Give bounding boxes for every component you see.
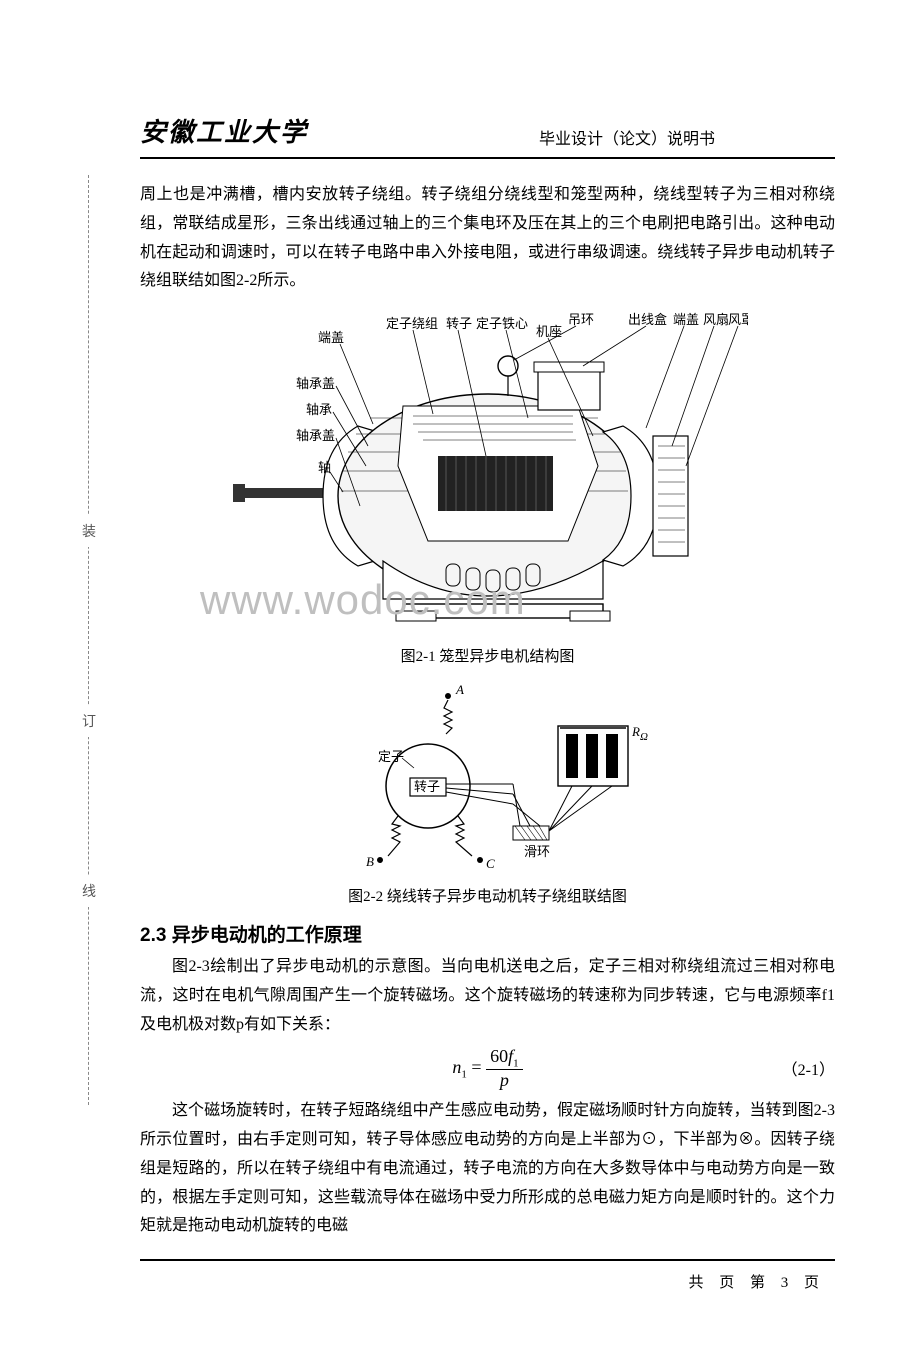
header-rule — [140, 157, 835, 159]
footer-num: 3 — [781, 1275, 795, 1291]
label-terminal-c: C — [486, 856, 495, 871]
label-huahuan: 滑环 — [524, 844, 550, 859]
footer-gong: 共 — [688, 1275, 709, 1291]
binding-ding: 订 — [82, 705, 96, 737]
label-zhou: 轴 — [318, 460, 331, 475]
label-zhuanzi: 转子 — [446, 316, 472, 331]
eq-p: p — [486, 1070, 523, 1091]
binding-xian: 线 — [82, 875, 96, 907]
university-name: 安徽工业大学 — [140, 112, 308, 149]
paragraph-1: 周上也是冲满槽，槽内安放转子绕组。转子绕组分绕线型和笼型两种，绕线型转子为三相对… — [140, 181, 835, 296]
eq-lhs-sub: 1 — [461, 1068, 467, 1080]
label-zhoucheng: 轴承 — [306, 402, 332, 417]
label-R-sub: Ω — [639, 731, 647, 743]
motor-cutaway-svg: 端盖 轴承盖 轴承 轴承盖 轴 定子绕组 转子 定子铁心 机座 吊环 出线盒 端… — [228, 306, 748, 636]
paragraph-2: 图2-3绘制出了异步电动机的示意图。当向电机送电之后，定子三相对称绕组流过三相对… — [140, 953, 835, 1039]
label-jizuo: 机座 — [536, 324, 562, 339]
label-zhuanzi-2: 转子 — [414, 779, 440, 794]
label-dingzi-2: 定子 — [378, 749, 404, 764]
footer-ye2: 页 — [804, 1275, 825, 1291]
svg-text:RΩ: RΩ — [631, 724, 648, 743]
wiring-diagram-svg: A 定子 转子 B C — [328, 676, 648, 876]
label-chuxianhe: 出线盒 — [628, 312, 667, 327]
footer-ye1: 页 — [719, 1275, 740, 1291]
paragraph-3: 这个磁场旋转时，在转子短路绕组中产生感应电动势，假定磁场顺时针方向旋转，当转到图… — [140, 1097, 835, 1241]
page-footer: 共 页 第 3 页 — [140, 1261, 835, 1292]
label-diaohuan: 吊环 — [568, 312, 594, 327]
label-dingzi-raozu: 定子绕组 — [386, 316, 438, 331]
page-header: 安徽工业大学 毕业设计（论文）说明书 — [140, 112, 835, 149]
label-dingzi-tiexin: 定子铁心 — [476, 316, 528, 331]
equation-number: （2-1） — [782, 1056, 835, 1080]
binding-zhuang: 装 — [82, 515, 96, 547]
equation-2-1: n1 = 60f1 p （2-1） — [140, 1046, 835, 1092]
figure-2-2: A 定子 转子 B C — [140, 676, 835, 906]
figure-2-1-caption: 图2-1 笼型异步电机结构图 — [140, 645, 835, 666]
binding-margin: 装 订 线 — [88, 175, 108, 1105]
label-terminal-b: B — [366, 854, 374, 869]
label-duangai-left: 端盖 — [318, 330, 344, 345]
section-2-3-heading: 2.3 异步电动机的工作原理 — [140, 920, 835, 947]
label-fengzhao: 风罩 — [728, 312, 748, 327]
figure-2-2-caption: 图2-2 绕线转子异步电动机转子绕组联结图 — [140, 885, 835, 906]
footer-di: 第 — [750, 1275, 771, 1291]
eq-f-sub: 1 — [513, 1057, 519, 1069]
label-R: R — [631, 724, 640, 739]
label-terminal-a: A — [455, 682, 464, 697]
label-zhouchenggai-bot: 轴承盖 — [296, 428, 335, 443]
figure-2-1: 端盖 轴承盖 轴承 轴承盖 轴 定子绕组 转子 定子铁心 机座 吊环 出线盒 端… — [140, 306, 835, 666]
document-type: 毕业设计（论文）说明书 — [539, 125, 835, 149]
label-zhouchenggai-top: 轴承盖 — [296, 376, 335, 391]
label-duangai-right: 端盖 — [673, 312, 699, 327]
eq-60: 60 — [490, 1046, 508, 1066]
label-fengshan: 风扇 — [703, 312, 729, 327]
